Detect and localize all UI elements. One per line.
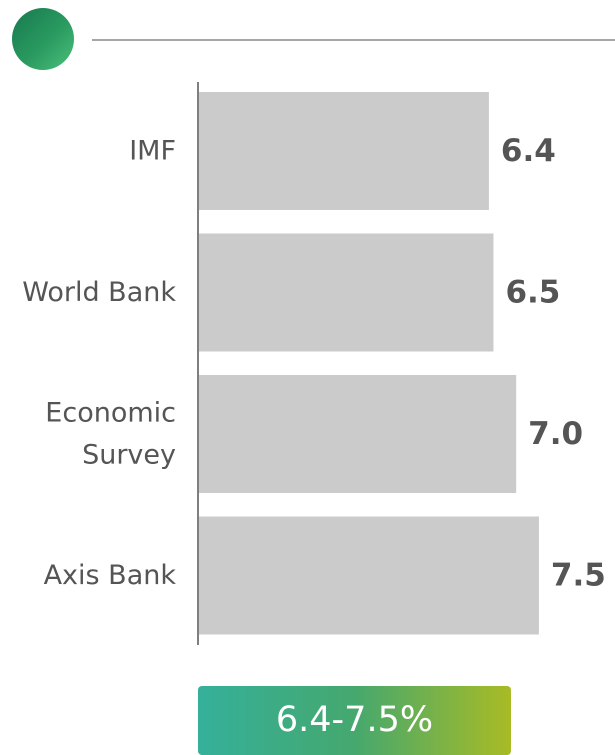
category-label: Economic Survey <box>45 398 176 471</box>
range-badge: 6.4-7.5% <box>198 686 511 755</box>
bar <box>198 375 517 493</box>
category-label-line: Economic <box>45 398 176 429</box>
category-label-line: Survey <box>82 440 176 471</box>
header-divider <box>92 39 615 41</box>
category-label-line: Axis Bank <box>44 560 177 591</box>
value-label: 7.5 <box>551 558 606 594</box>
circle-icon <box>12 8 74 70</box>
value-label: 6.5 <box>505 275 560 311</box>
category-label: Axis Bank <box>44 560 177 591</box>
value-label: 7.0 <box>528 416 583 452</box>
bar <box>198 233 494 352</box>
category-label-line: World Bank <box>22 277 176 308</box>
category-label: IMF <box>129 136 176 167</box>
category-label: World Bank <box>22 277 176 308</box>
bar <box>198 516 539 635</box>
value-label: 6.4 <box>501 133 556 169</box>
bar <box>198 92 489 210</box>
category-label-line: IMF <box>129 136 176 167</box>
bar-chart: 6.4 IMF 6.5 World Bank 7.0 Economic Survey 7.5 A… <box>22 82 606 645</box>
